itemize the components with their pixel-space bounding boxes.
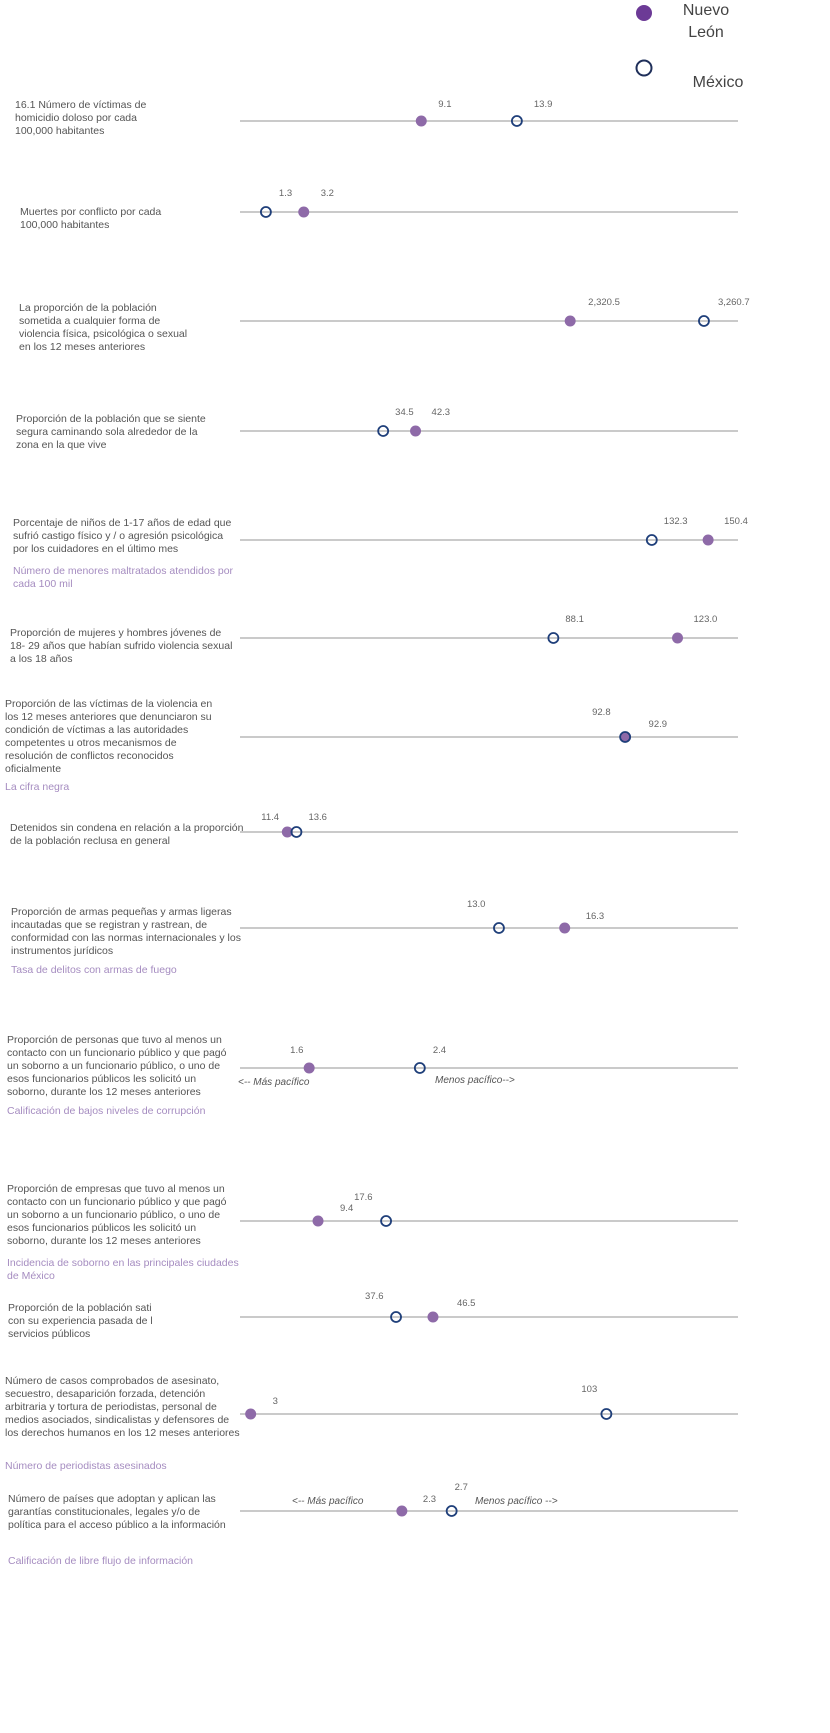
row-sublabel: Número de menores maltratados atendidos … [13,565,234,590]
nuevo-leon-dot [281,826,293,838]
nuevo-leon-dot [672,632,684,644]
row-label: Proporción de la población sati con su e… [8,1302,153,1340]
value-label: 13.0 [467,899,486,910]
value-label: 92.9 [649,719,668,730]
nuevo-leon-dot [312,1215,324,1227]
value-label: 34.5 [395,407,414,418]
row-label: Proporción de armas pequeñas y armas lig… [11,906,241,957]
row-label: Número de países que adoptan y aplican l… [8,1493,226,1531]
mexico-dot [510,115,523,127]
row-label: Número de casos comprobados de asesinato… [5,1375,240,1439]
nuevo-leon-dot [564,315,576,327]
value-label: 132.3 [664,516,688,527]
nuevo-leon-dot [245,1408,257,1420]
value-label: 11.4 [261,812,279,823]
mexico-dot [390,1311,402,1323]
mexico-dot [645,534,658,546]
row-label: 16.1 Número de víctimas de homicidio dol… [15,99,147,137]
nuevo-leon-dot [620,731,632,743]
annotation: Menos pacífico--> [435,1075,515,1086]
row-label: La proporción de la población sometida a… [19,302,188,353]
mexico-dot [377,425,390,437]
legend-swatch [635,59,653,77]
value-label: 150.4 [724,516,748,527]
value-label: 9.1 [438,99,451,110]
nuevo-leon-dot [415,115,427,127]
legend-label: México [692,74,744,91]
mexico-dot [259,206,272,218]
value-label: 3 [273,1396,278,1407]
mexico-dot [413,1062,426,1074]
mexico-dot [619,731,632,743]
row-label: Proporción de las víctimas de la violenc… [5,698,213,775]
row-label: Muertes por conflicto por cada 100,000 h… [20,206,162,231]
nuevo-leon-dot [410,425,422,437]
row-label: Detenidos sin condena en relación a la p… [10,822,244,847]
row-label: Proporción de empresas que tuvo al menos… [7,1183,227,1247]
row-sublabel: Número de periodistas asesinados [5,1460,167,1472]
value-label: 16.3 [586,911,605,922]
value-label: 17.6 [354,1192,373,1203]
value-label: 13.6 [308,812,327,823]
nuevo-leon-dot [702,534,714,546]
value-label: 1.6 [290,1045,303,1056]
value-label: 42.3 [432,407,451,418]
value-label: 103 [581,1384,597,1395]
value-label: 1.3 [279,188,292,199]
nuevo-leon-dot [396,1505,408,1517]
nuevo-leon-dot [427,1311,439,1323]
row-sublabel: Tasa de delitos con armas de fuego [11,964,177,976]
value-label: 2.3 [423,1494,436,1505]
row-label: Porcentaje de niños de 1-17 años de edad… [13,517,232,555]
row-label: Proporción de personas que tuvo al menos… [7,1034,227,1098]
row-sublabel: La cifra negra [5,781,70,793]
nuevo-leon-dot [559,922,571,934]
value-label: 9.4 [340,1203,353,1214]
mexico-dot [698,315,710,327]
mexico-dot [493,922,505,934]
nuevo-leon-dot [298,206,310,218]
row-label: Proporción de mujeres y hombres jóvenes … [10,627,233,665]
nuevo-leon-dot [303,1062,315,1074]
mexico-dot [380,1215,392,1227]
value-label: 46.5 [457,1298,476,1309]
row-sublabel: Incidencia de soborno en las principales… [7,1257,239,1282]
value-label: 123.0 [694,614,718,625]
legend-swatch [636,5,652,21]
row-sublabel: Calificación de bajos niveles de corrupc… [7,1105,206,1117]
value-label: 2.7 [455,1482,468,1493]
value-label: 13.9 [534,99,553,110]
mexico-dot [290,826,303,838]
value-label: 3.2 [321,188,334,199]
row-sublabel: Calificación de libre flujo de informaci… [8,1555,194,1567]
value-label: 37.6 [365,1291,384,1302]
value-label: 88.1 [565,614,584,625]
mexico-dot [600,1408,613,1420]
mexico-dot [445,1505,458,1517]
mexico-dot [547,632,560,644]
legend-label: Nuevo León [682,2,730,41]
annotation: Menos pacífico --> [475,1496,558,1507]
annotation: <-- Más pacífico [238,1077,310,1088]
value-label: 2.4 [433,1045,446,1056]
row-label: Proporción de la población que se siente… [16,413,206,451]
value-label: 2,320.5 [588,297,620,308]
value-label: 92.8 [592,707,611,718]
annotation: <-- Más pacífico [292,1496,364,1507]
value-label: 3,260.7 [718,297,750,308]
